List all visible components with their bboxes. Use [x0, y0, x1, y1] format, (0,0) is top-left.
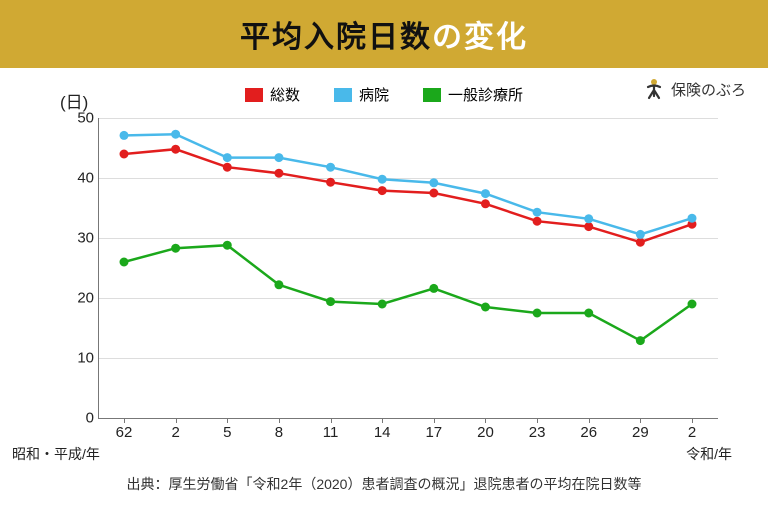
legend-swatch: [423, 88, 441, 102]
series-marker: [120, 131, 129, 140]
ytick-label: 20: [64, 290, 94, 307]
series-marker: [171, 145, 180, 154]
plot-region: [98, 118, 718, 418]
series-marker: [481, 199, 490, 208]
title-part2: の変化: [432, 21, 528, 54]
series-marker: [326, 297, 335, 306]
xtick-label: 8: [275, 424, 283, 441]
xtick-label: 23: [529, 424, 546, 441]
series-marker: [688, 214, 697, 223]
series-marker: [223, 241, 232, 250]
xtick-label: 2: [688, 424, 696, 441]
xtick-label: 62: [116, 424, 133, 441]
xtick-label: 20: [477, 424, 494, 441]
series-marker: [584, 222, 593, 231]
ytick-label: 10: [64, 350, 94, 367]
series-marker: [584, 309, 593, 318]
series-marker: [326, 163, 335, 172]
series-marker: [429, 189, 438, 198]
series-marker: [481, 303, 490, 312]
legend-item: 病院: [334, 84, 389, 105]
series-marker: [481, 189, 490, 198]
xtick-label: 11: [323, 424, 339, 441]
ytick-label: 50: [64, 110, 94, 127]
series-marker: [274, 169, 283, 178]
legend-label: 一般診療所: [448, 84, 523, 105]
source-citation: 出典：厚生労働省「令和2年（2020）患者調査の概況」退院患者の平均在院日数等: [0, 474, 768, 494]
legend-swatch: [334, 88, 352, 102]
legend-label: 病院: [359, 84, 389, 105]
xtick-label: 17: [425, 424, 442, 441]
ytick-label: 40: [64, 170, 94, 187]
series-marker: [533, 208, 542, 217]
title-part1: 平均入院日数: [240, 21, 432, 54]
xtick-label: 26: [580, 424, 597, 441]
series-line: [124, 134, 692, 234]
series-marker: [378, 175, 387, 184]
xaxis-left-label: 昭和・平成/年: [12, 444, 100, 464]
header-bar: 平均入院日数の変化: [0, 0, 768, 68]
legend-item: 総数: [245, 84, 300, 105]
legend-swatch: [245, 88, 263, 102]
series-marker: [584, 214, 593, 223]
series-marker: [223, 153, 232, 162]
legend-label: 総数: [270, 84, 300, 105]
series-marker: [274, 280, 283, 289]
series-marker: [223, 163, 232, 172]
series-marker: [274, 153, 283, 162]
line-series-svg: [98, 118, 718, 418]
series-marker: [429, 284, 438, 293]
series-marker: [533, 217, 542, 226]
series-line: [124, 245, 692, 340]
legend-item: 一般診療所: [423, 84, 523, 105]
xtick-label: 29: [632, 424, 649, 441]
series-marker: [120, 150, 129, 159]
series-marker: [171, 244, 180, 253]
series-marker: [533, 309, 542, 318]
series-marker: [120, 258, 129, 267]
series-marker: [171, 130, 180, 139]
xaxis-right-label: 令和/年: [686, 444, 732, 464]
xtick-label: 14: [374, 424, 391, 441]
x-axis-line: [98, 418, 718, 419]
series-marker: [326, 178, 335, 187]
series-line: [124, 149, 692, 242]
ytick-label: 30: [64, 230, 94, 247]
ytick-label: 0: [64, 410, 94, 427]
series-marker: [378, 300, 387, 309]
xtick-label: 5: [223, 424, 231, 441]
series-marker: [429, 178, 438, 187]
xtick-label: 2: [171, 424, 179, 441]
series-marker: [636, 238, 645, 247]
series-marker: [636, 230, 645, 239]
series-marker: [688, 300, 697, 309]
page-title: 平均入院日数の変化: [240, 12, 528, 56]
series-marker: [378, 186, 387, 195]
chart-area: 保険のぶろ 総数病院一般診療所 (日) 01020304050 62258111…: [0, 68, 768, 468]
series-marker: [636, 336, 645, 345]
chart-legend: 総数 病院 一般診療所: [0, 84, 768, 105]
